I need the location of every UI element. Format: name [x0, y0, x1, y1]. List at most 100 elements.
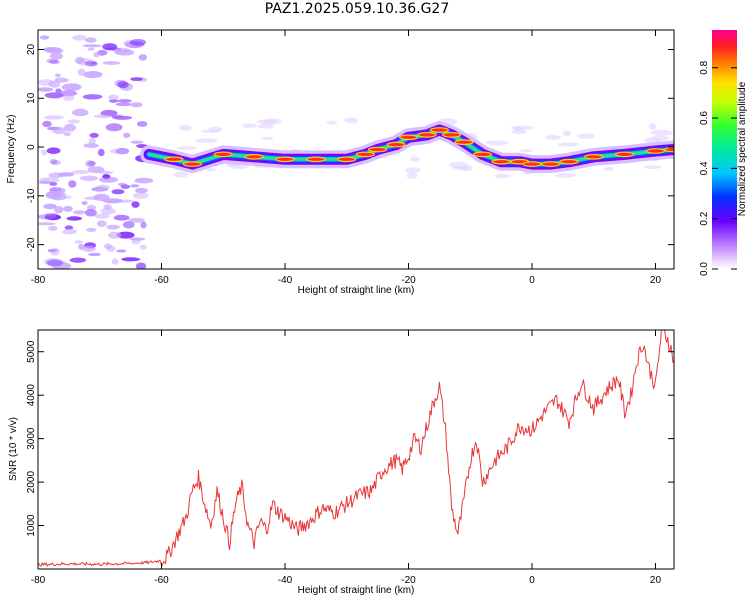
noise-blob [410, 156, 420, 162]
noise-blob [97, 49, 108, 56]
ridge-peak [306, 156, 326, 163]
ridge-peak [398, 134, 419, 141]
noise-blob [406, 172, 418, 179]
noise-blob [106, 224, 120, 230]
noise-blob [63, 132, 72, 137]
bottom-y-tick-label: 1000 [26, 514, 37, 537]
noise-blob [54, 73, 61, 78]
colorbar-tick-label: 0.0 [699, 262, 710, 276]
noise-blob [83, 71, 103, 79]
ridge-peak [491, 158, 511, 165]
noise-blob [44, 115, 64, 120]
bottom-x-tick-label: 0 [529, 575, 535, 586]
noise-blob [82, 245, 96, 252]
noise-blob [54, 77, 69, 83]
noise-blob [201, 129, 220, 133]
noise-blob [133, 192, 149, 199]
noise-blob [77, 68, 86, 76]
noise-blob [86, 227, 97, 232]
noise-blob [130, 140, 144, 144]
noise-blob [88, 252, 101, 257]
noise-blob [44, 213, 59, 217]
noise-blob [68, 180, 77, 188]
noise-blob [71, 170, 90, 174]
noise-blob [48, 80, 61, 88]
noise-blob [452, 165, 469, 170]
noise-blobs [38, 34, 673, 269]
bottom-y-tick-label: 4000 [26, 384, 37, 407]
noise-blob [62, 228, 78, 235]
noise-blob [114, 199, 134, 203]
noise-blob [129, 237, 146, 241]
noise-blob [650, 129, 673, 136]
ridge-peak [614, 151, 635, 158]
noise-blob [113, 214, 130, 221]
noise-blob [206, 168, 217, 172]
noise-blob [643, 165, 662, 170]
noise-blob [88, 161, 96, 166]
ridge-peak [522, 161, 542, 167]
noise-blob [130, 102, 143, 108]
chart-title: PAZ1.2025.059.10.36.G27 [264, 1, 450, 17]
noise-blob [520, 149, 533, 153]
noise-blob [139, 244, 147, 250]
ridge-peak [645, 148, 666, 154]
top-x-axis-label: Height of straight line (km) [298, 285, 415, 296]
noise-blob [131, 201, 140, 208]
noise-blob [129, 39, 147, 46]
bottom-y-axis-label: SNR (10 * v/v) [8, 417, 19, 481]
noise-blob [108, 99, 119, 103]
noise-blob [63, 205, 73, 212]
noise-blob [38, 222, 56, 226]
noise-blob [117, 81, 129, 89]
noise-blob [43, 203, 57, 210]
noise-blob [50, 247, 60, 256]
snr-series [38, 330, 674, 567]
noise-blob [102, 61, 121, 65]
bottom-x-tick-label: -40 [278, 575, 293, 586]
noise-blob [72, 34, 87, 41]
noise-blob [72, 210, 86, 215]
noise-blob [577, 133, 596, 139]
noise-blob [136, 121, 148, 127]
noise-blob [39, 177, 60, 184]
noise-blob [494, 173, 511, 179]
noise-blob [130, 77, 143, 81]
noise-blob [104, 243, 112, 249]
noise-blob [93, 52, 100, 58]
noise-blob [648, 123, 657, 130]
noise-blob [545, 135, 562, 140]
top-x-tick-label: -80 [31, 275, 46, 286]
noise-blob [96, 184, 111, 190]
noise-blob [102, 43, 118, 51]
ridge-peak [182, 161, 202, 167]
top-y-tick-label: 0 [26, 144, 37, 150]
noise-blob [261, 136, 274, 141]
noise-blob [46, 259, 64, 267]
ridge-peak [164, 156, 184, 163]
noise-blob [85, 37, 97, 43]
ridge-peak [429, 127, 449, 133]
top-y-tick-label: 10 [26, 92, 37, 104]
top-y-axis-label: Frequency (Hz) [6, 115, 17, 184]
noise-blob [93, 114, 113, 119]
noise-blob [110, 148, 129, 154]
top-x-tick-label: 20 [650, 275, 662, 286]
ridge-peak [417, 132, 437, 138]
noise-blob [100, 207, 116, 215]
noise-blob [112, 115, 133, 120]
ridge-peak [275, 156, 295, 163]
spectral-ridge [140, 121, 674, 174]
noise-blob [44, 92, 64, 99]
noise-blob [55, 88, 62, 93]
bottom-x-tick-label: -80 [31, 575, 46, 586]
bottom-y-tick-label: 5000 [26, 340, 37, 363]
noise-blob [122, 221, 135, 229]
noise-blob [87, 47, 95, 51]
noise-blob [121, 257, 141, 262]
ridge-peak [584, 154, 604, 160]
noise-blob [111, 189, 125, 195]
noise-blob [72, 108, 89, 117]
colorbar: 0.0 0.2 0.4 0.6 0.8 Normalized spectral ampl… [699, 30, 748, 276]
ridge-peak [664, 146, 674, 153]
